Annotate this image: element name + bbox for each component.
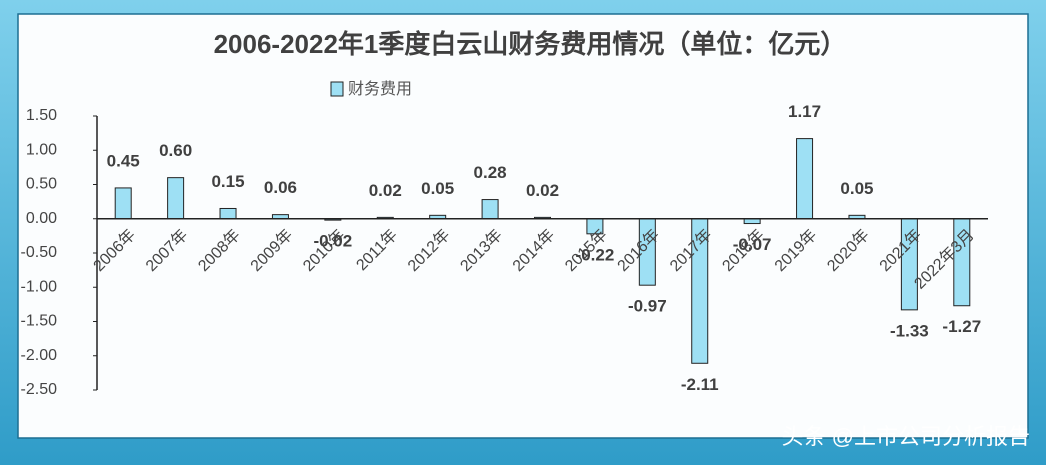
bar (796, 138, 814, 220)
data-label: 0.15 (211, 172, 244, 191)
y-tick-label: -2.50 (21, 381, 58, 398)
data-label: 0.45 (107, 151, 140, 170)
data-label: -0.22 (576, 245, 615, 264)
y-tick-label: 0.50 (26, 176, 57, 193)
data-label: -0.02 (313, 232, 352, 251)
y-tick-label: 0.00 (26, 210, 57, 227)
data-label: 0.05 (421, 179, 454, 198)
bar (219, 207, 237, 220)
data-label: -1.27 (942, 317, 981, 336)
data-label: 1.17 (788, 102, 821, 121)
data-label: 0.60 (159, 141, 192, 160)
y-tick-label: 1.00 (26, 141, 57, 158)
data-label: 0.28 (474, 163, 507, 182)
data-label: 0.02 (526, 181, 559, 200)
data-label: 0.02 (369, 181, 402, 200)
legend-label: 财务费用 (348, 80, 412, 98)
y-tick-label: -0.50 (21, 244, 58, 261)
y-tick-label: -1.50 (21, 313, 58, 330)
plot-background (17, 13, 1029, 439)
bar (481, 199, 499, 220)
y-tick-label: 1.50 (26, 107, 57, 124)
y-tick-label: -1.00 (21, 278, 58, 295)
data-label: -2.11 (681, 375, 719, 394)
data-label: -0.97 (628, 297, 667, 316)
chart-title: 2006-2022年1季度白云山财务费用情况（单位：亿元） (214, 29, 847, 59)
data-label: 0.06 (264, 178, 297, 197)
data-label: -1.33 (890, 321, 929, 340)
legend-swatch (330, 81, 344, 97)
watermark: 头条 @上市公司分析报告 (782, 424, 1030, 449)
y-tick-label: -2.00 (21, 347, 58, 364)
bar (167, 177, 185, 220)
bar (114, 187, 132, 220)
data-label: 0.05 (840, 179, 873, 198)
data-label: -0.07 (733, 235, 772, 254)
